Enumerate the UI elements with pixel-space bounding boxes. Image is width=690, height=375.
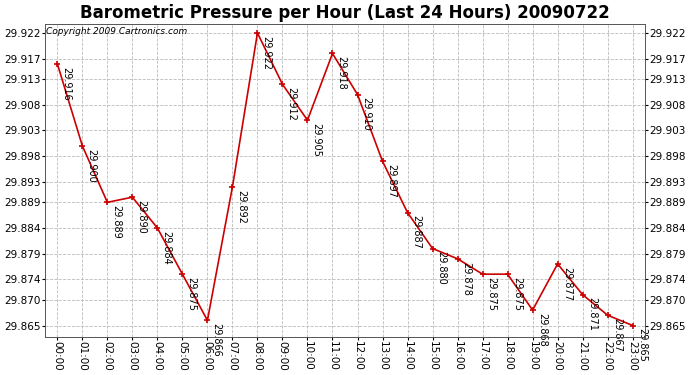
Text: 29.865: 29.865 — [637, 328, 647, 362]
Text: 29.871: 29.871 — [586, 297, 597, 332]
Text: 29.890: 29.890 — [137, 200, 146, 234]
Text: 29.910: 29.910 — [362, 98, 372, 131]
Text: 29.889: 29.889 — [112, 205, 121, 239]
Text: 29.868: 29.868 — [537, 313, 546, 346]
Text: 29.892: 29.892 — [237, 190, 246, 224]
Text: 29.878: 29.878 — [462, 261, 472, 296]
Text: Copyright 2009 Cartronics.com: Copyright 2009 Cartronics.com — [46, 27, 187, 36]
Text: 29.875: 29.875 — [186, 277, 197, 311]
Text: 29.922: 29.922 — [262, 36, 272, 70]
Text: 29.916: 29.916 — [61, 66, 72, 100]
Text: 29.918: 29.918 — [337, 56, 346, 90]
Text: 29.875: 29.875 — [486, 277, 497, 311]
Text: 29.867: 29.867 — [612, 318, 622, 352]
Text: 29.866: 29.866 — [212, 323, 221, 357]
Text: 29.875: 29.875 — [512, 277, 522, 311]
Text: 29.884: 29.884 — [161, 231, 172, 264]
Text: 29.887: 29.887 — [412, 215, 422, 249]
Text: 29.880: 29.880 — [437, 251, 446, 285]
Text: 29.877: 29.877 — [562, 267, 572, 301]
Text: 29.900: 29.900 — [86, 148, 97, 182]
Text: 29.897: 29.897 — [386, 164, 397, 198]
Text: 29.905: 29.905 — [312, 123, 322, 157]
Text: 29.912: 29.912 — [286, 87, 297, 121]
Title: Barometric Pressure per Hour (Last 24 Hours) 20090722: Barometric Pressure per Hour (Last 24 Ho… — [80, 4, 610, 22]
